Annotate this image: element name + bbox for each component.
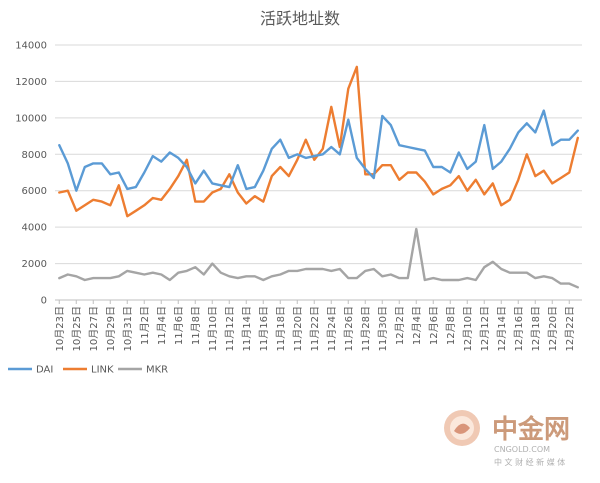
x-tick-label: 11月10日 bbox=[207, 306, 219, 351]
x-tick-label: 11月16日 bbox=[258, 306, 270, 351]
x-tick-label: 12月18日 bbox=[530, 306, 542, 351]
x-tick-label: 11月8日 bbox=[190, 306, 202, 345]
x-tick-label: 11月18日 bbox=[275, 306, 287, 351]
x-tick-label: 12月22日 bbox=[564, 306, 576, 351]
x-tick-label: 12月6日 bbox=[428, 306, 440, 345]
legend-label-mkr: MKR bbox=[146, 365, 168, 376]
x-tick-label: 10月31日 bbox=[122, 306, 134, 351]
legend: DAI LINK MKR bbox=[8, 365, 168, 376]
series-line-dai bbox=[58, 109, 579, 192]
y-tick-label: 14000 bbox=[15, 41, 47, 52]
x-tick-label: 12月14日 bbox=[496, 306, 508, 351]
watermark-domain: CNGOLD.COM bbox=[494, 445, 550, 454]
x-tick-label: 12月10日 bbox=[462, 306, 474, 351]
y-tick-label: 0 bbox=[41, 296, 47, 307]
x-tick-label: 11月26日 bbox=[343, 306, 355, 351]
x-tick-label: 11月6日 bbox=[173, 306, 185, 345]
x-tick-label: 11月14日 bbox=[241, 306, 253, 351]
x-tick-label: 11月22日 bbox=[309, 306, 321, 351]
x-tick-label: 10月25日 bbox=[71, 306, 83, 351]
grid-lines bbox=[55, 44, 582, 301]
y-axis: 0 2000 4000 6000 8000 10000 12000 14000 bbox=[15, 41, 47, 307]
x-axis: 10月23日 10月25日 10月27日 10月29日 10月31日 11月2日 11月4日… bbox=[54, 300, 576, 351]
x-tick-label: 12月4日 bbox=[411, 306, 423, 345]
x-tick-label: 12月12日 bbox=[479, 306, 491, 351]
x-tick-label: 11月24日 bbox=[326, 306, 338, 351]
series-line-link bbox=[58, 65, 579, 218]
watermark: 中金网 CNGOLD.COM 中 文 财 经 新 媒 体 bbox=[444, 410, 570, 467]
y-tick-label: 4000 bbox=[22, 223, 47, 234]
x-tick-label: 12月20日 bbox=[547, 306, 559, 351]
legend-label-dai: DAI bbox=[36, 365, 53, 376]
x-tick-label: 12月16日 bbox=[513, 306, 525, 351]
y-tick-label: 2000 bbox=[22, 259, 47, 270]
y-tick-label: 8000 bbox=[22, 150, 47, 161]
series-line-mkr bbox=[58, 227, 579, 289]
x-tick-label: 11月30日 bbox=[377, 306, 389, 351]
chart-title: 活跃地址数 bbox=[260, 9, 340, 28]
x-tick-label: 11月4日 bbox=[156, 306, 168, 345]
series-group bbox=[58, 65, 579, 289]
watermark-name: 中金网 bbox=[492, 414, 570, 445]
x-tick-label: 12月2日 bbox=[394, 306, 406, 345]
legend-label-link: LINK bbox=[91, 365, 114, 376]
x-tick-label: 11月20日 bbox=[292, 306, 304, 351]
x-tick-label: 11月28日 bbox=[360, 306, 372, 351]
x-tick-label: 10月27日 bbox=[88, 306, 100, 351]
x-tick-label: 11月12日 bbox=[224, 306, 236, 351]
y-tick-label: 10000 bbox=[15, 113, 47, 124]
logo-icon bbox=[444, 410, 480, 446]
watermark-tagline: 中 文 财 经 新 媒 体 bbox=[494, 457, 565, 467]
x-tick-label: 10月23日 bbox=[54, 306, 66, 351]
x-tick-label: 10月29日 bbox=[105, 306, 117, 351]
y-tick-label: 6000 bbox=[22, 186, 47, 197]
y-tick-label: 12000 bbox=[15, 77, 47, 88]
x-tick-label: 12月8日 bbox=[445, 306, 457, 345]
x-tick-label: 11月2日 bbox=[139, 306, 151, 345]
